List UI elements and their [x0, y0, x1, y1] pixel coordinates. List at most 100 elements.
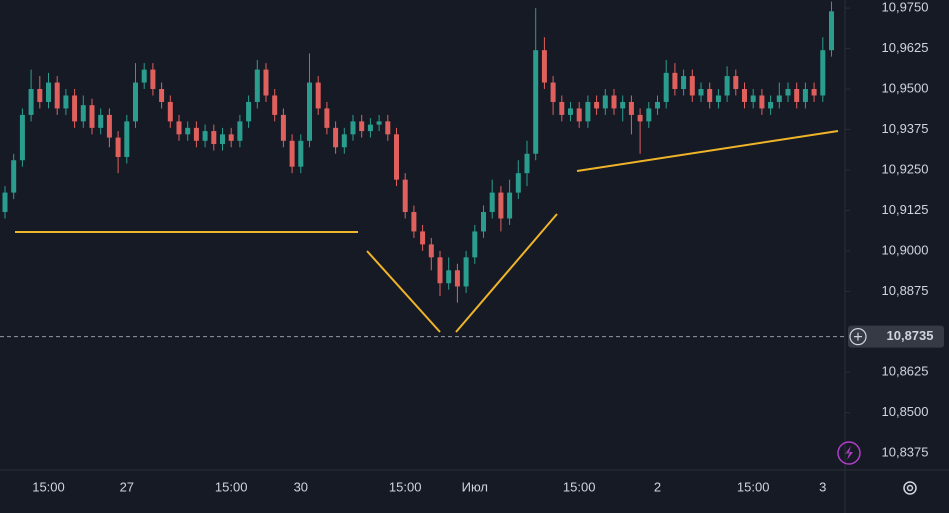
- candle-body: [481, 212, 486, 232]
- candle-body: [367, 124, 373, 132]
- candle-body: [672, 72, 678, 90]
- current-price: 10,8735: [0, 325, 944, 348]
- candle-body: [185, 127, 191, 135]
- candle-body: [620, 101, 626, 109]
- candle-body: [176, 121, 182, 135]
- candle-body: [193, 127, 199, 141]
- y-tick-label: 10,8875: [882, 283, 929, 298]
- candle-body: [541, 50, 547, 83]
- candle-body: [289, 140, 295, 167]
- candle-body: [411, 212, 417, 232]
- candle-body: [28, 89, 34, 115]
- candle-body: [263, 69, 269, 96]
- candle-body: [315, 82, 321, 109]
- candle-body: [2, 192, 8, 213]
- candle-body: [150, 69, 156, 90]
- candle-body: [159, 89, 165, 102]
- x-tick-label: 30: [294, 479, 308, 494]
- candle-body: [394, 134, 399, 180]
- candle-body: [689, 76, 695, 96]
- candle-body: [385, 121, 391, 135]
- candle-body: [463, 257, 469, 287]
- candle-body: [785, 89, 791, 96]
- candle-body: [19, 114, 25, 161]
- x-tick-label: 3: [819, 479, 826, 494]
- trend-line: [366, 250, 441, 333]
- candle-body: [550, 82, 556, 102]
- candle-body: [637, 114, 643, 122]
- candle-body: [63, 95, 69, 109]
- y-tick-label: 10,8625: [882, 364, 929, 379]
- add-button[interactable]: [849, 328, 867, 346]
- x-tick-label: 15:00: [563, 479, 596, 494]
- candle-body: [794, 89, 800, 102]
- candle-body: [106, 114, 112, 138]
- candle-body: [89, 105, 95, 128]
- candle-body: [324, 108, 330, 128]
- price-badge: [848, 325, 944, 348]
- candle-body: [280, 114, 286, 141]
- candle-body: [359, 121, 365, 132]
- candle-body: [602, 95, 608, 109]
- settings-icon[interactable]: [903, 481, 917, 495]
- candle-body: [246, 101, 252, 122]
- y-tick-label: 10,9000: [882, 242, 929, 257]
- candle-body: [594, 101, 600, 109]
- y-tick-label: 10,9375: [882, 121, 929, 136]
- trend-line: [455, 213, 558, 333]
- candle-body: [167, 101, 173, 122]
- candle-body: [768, 101, 774, 109]
- candle-body: [724, 76, 730, 96]
- candle-body: [220, 134, 225, 145]
- trend-line: [576, 130, 839, 172]
- y-tick-label: 10,9500: [882, 80, 929, 95]
- candle-body: [454, 270, 460, 287]
- candle-body: [46, 82, 51, 102]
- candle-body: [568, 108, 573, 115]
- x-tick-label: 2: [654, 479, 661, 494]
- y-tick-label: 10,9125: [882, 202, 929, 217]
- candle-body: [533, 50, 539, 154]
- candle-body: [80, 105, 86, 122]
- candle-body: [559, 101, 565, 115]
- candle-body: [811, 89, 817, 96]
- candle-body: [37, 89, 43, 102]
- x-tick-label: 15:00: [32, 479, 65, 494]
- y-tick-label: 10,8500: [882, 404, 929, 419]
- candle-body: [498, 192, 504, 219]
- candle-body: [402, 179, 408, 213]
- candle-body: [820, 50, 826, 96]
- candle-body: [298, 140, 304, 167]
- candle-body: [829, 11, 834, 51]
- candle-body: [507, 192, 513, 219]
- candle-body: [681, 76, 687, 90]
- candle-body: [11, 160, 17, 193]
- candle-body: [524, 153, 530, 174]
- candle-body: [428, 244, 434, 258]
- candle-body: [802, 89, 808, 102]
- candle-body: [124, 121, 130, 157]
- candle-body: [98, 114, 104, 128]
- candle-body: [202, 131, 208, 141]
- candle-body: [585, 101, 591, 122]
- candle-body: [54, 82, 60, 109]
- x-tick-label: Июл: [462, 479, 488, 494]
- candle-body: [663, 72, 669, 102]
- y-tick-label: 10,9750: [882, 0, 929, 15]
- candle-body: [237, 121, 243, 141]
- candle-body: [141, 69, 147, 83]
- current-price-label: 10,8735: [887, 328, 934, 343]
- candle-body: [228, 134, 234, 141]
- candle-body: [376, 121, 382, 125]
- drawings: [15, 130, 839, 333]
- candle-body: [576, 108, 582, 122]
- x-tick-label: 27: [120, 479, 134, 494]
- x-tick-label: 15:00: [215, 479, 248, 494]
- y-tick-label: 10,9250: [882, 161, 929, 176]
- candle-body: [437, 257, 443, 284]
- candle-body: [350, 121, 356, 135]
- candle-body: [272, 95, 278, 115]
- candle-body: [628, 101, 634, 115]
